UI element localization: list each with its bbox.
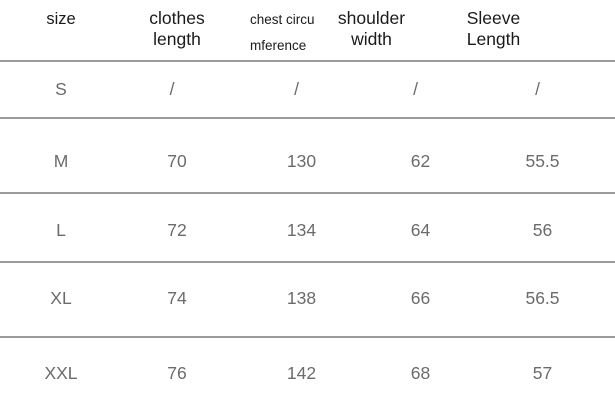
cell-shoulder-width-value: 66 — [410, 288, 431, 308]
table-row: M 70 130 62 55.5 — [0, 148, 615, 174]
cell-size: XXL — [0, 362, 122, 384]
cell-chest-circumference: 130 — [232, 150, 371, 172]
cell-clothes-length: 72 — [122, 219, 232, 241]
table-row: XL 74 138 66 56.5 — [0, 285, 615, 311]
cell-clothes-length-value: 74 — [167, 288, 187, 308]
cell-clothes-length-value: / — [169, 79, 175, 99]
cell-chest-circumference-value: 130 — [286, 151, 317, 171]
table-row: L 72 134 64 56 — [0, 217, 615, 243]
cell-size-value: M — [53, 151, 69, 171]
column-header-sleeve-length: Sleeve Length — [421, 0, 566, 50]
cell-size-value: XL — [50, 288, 72, 308]
cell-sleeve-length-value: / — [535, 79, 540, 99]
cell-shoulder-width-value: / — [413, 79, 418, 99]
cell-clothes-length: 76 — [122, 362, 232, 384]
cell-sleeve-length: 57 — [470, 362, 615, 384]
cell-size: S — [0, 78, 122, 100]
cell-clothes-length-value: 76 — [167, 363, 187, 383]
row-divider — [0, 60, 615, 62]
row-divider — [0, 192, 615, 194]
table-row: XXL 76 142 68 57 — [0, 360, 615, 386]
cell-clothes-length-value: 70 — [167, 151, 187, 171]
cell-clothes-length-value: 72 — [167, 220, 187, 240]
column-header-clothes-length-label: clothes length — [149, 8, 205, 49]
row-divider — [0, 336, 615, 338]
cell-size-value: XXL — [44, 363, 78, 383]
column-header-chest-circumference-label: chest circumference — [250, 12, 315, 53]
cell-sleeve-length: / — [470, 78, 615, 100]
cell-chest-circumference-value: / — [294, 79, 299, 99]
cell-size-value: S — [55, 79, 67, 99]
column-header-size: size — [0, 0, 122, 30]
cell-shoulder-width: 66 — [371, 287, 470, 309]
cell-chest-circumference-value: 142 — [286, 363, 317, 383]
row-divider — [0, 261, 615, 263]
column-header-sleeve-length-label: Sleeve Length — [466, 8, 521, 49]
cell-sleeve-length-value: 56 — [532, 220, 553, 240]
table-header-row: size clothes length chest circumference … — [0, 0, 615, 61]
cell-chest-circumference: 138 — [232, 287, 371, 309]
cell-shoulder-width-value: 62 — [410, 151, 431, 171]
cell-sleeve-length: 56.5 — [470, 287, 615, 309]
cell-shoulder-width: 62 — [371, 150, 470, 172]
cell-chest-circumference-value: 138 — [286, 288, 317, 308]
cell-shoulder-width-value: 68 — [410, 363, 431, 383]
cell-sleeve-length-value: 55.5 — [525, 151, 560, 171]
cell-sleeve-length: 55.5 — [470, 150, 615, 172]
cell-clothes-length: 70 — [122, 150, 232, 172]
cell-chest-circumference: 134 — [232, 219, 371, 241]
cell-chest-circumference-value: 134 — [286, 220, 317, 240]
row-divider — [0, 117, 615, 119]
column-header-chest-circumference: chest circumference — [250, 0, 322, 59]
cell-size-value: L — [56, 220, 66, 240]
column-header-shoulder-width-label: shoulder width — [337, 8, 406, 49]
cell-clothes-length: / — [122, 78, 232, 100]
cell-size: M — [0, 150, 122, 172]
column-header-shoulder-width: shoulder width — [322, 0, 421, 50]
cell-size: L — [0, 219, 122, 241]
cell-size: XL — [0, 287, 122, 309]
column-header-size-label: size — [46, 10, 76, 28]
cell-sleeve-length: 56 — [470, 219, 615, 241]
cell-shoulder-width-value: 64 — [410, 220, 431, 240]
cell-clothes-length: 74 — [122, 287, 232, 309]
cell-chest-circumference: 142 — [232, 362, 371, 384]
cell-sleeve-length-value: 57 — [532, 363, 553, 383]
table-row: S / / / / — [0, 76, 615, 102]
column-header-clothes-length: clothes length — [122, 0, 232, 50]
cell-sleeve-length-value: 56.5 — [525, 288, 560, 308]
cell-shoulder-width: 64 — [371, 219, 470, 241]
cell-shoulder-width: 68 — [371, 362, 470, 384]
cell-shoulder-width: / — [371, 78, 470, 100]
cell-chest-circumference: / — [232, 78, 371, 100]
